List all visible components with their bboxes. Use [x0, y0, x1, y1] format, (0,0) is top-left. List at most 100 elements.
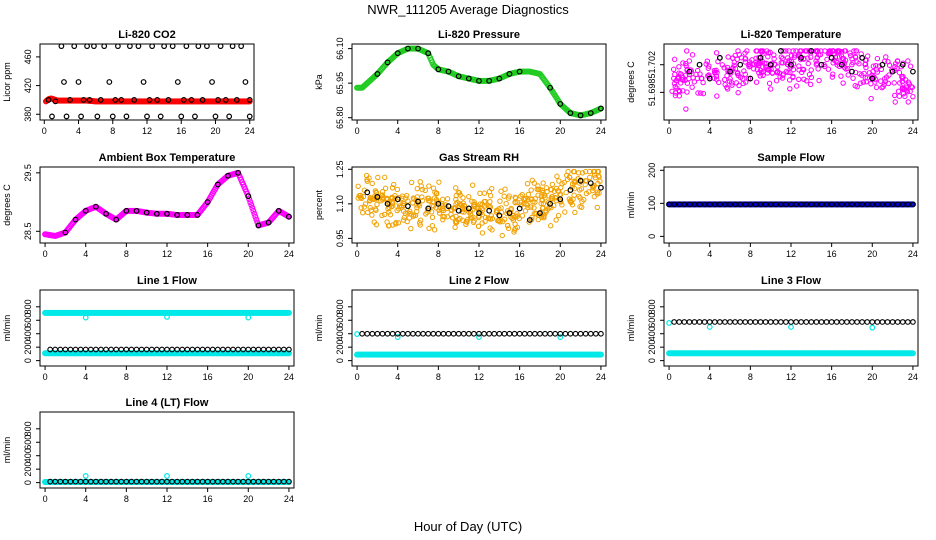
data-point [407, 211, 413, 217]
data-point [595, 173, 602, 179]
data-point [369, 212, 375, 218]
data-point [767, 61, 774, 68]
data-point [769, 60, 775, 67]
data-point [555, 212, 562, 219]
data-point [690, 75, 696, 81]
data-point [477, 190, 483, 197]
x-tick-label: 12 [162, 494, 172, 504]
data-point [435, 330, 442, 337]
x-tick-label: 24 [908, 249, 918, 259]
data-point [900, 85, 906, 92]
data-point [565, 168, 571, 175]
y-tick-label: 1.25 [335, 161, 345, 179]
panel-ylabel: percent [314, 189, 324, 220]
data-point [587, 174, 593, 181]
data-point [874, 55, 881, 62]
data-point [587, 180, 594, 187]
data-point [743, 79, 749, 85]
data-point [460, 195, 466, 201]
data-point [444, 196, 451, 202]
panel-title: Line 3 Flow [761, 275, 821, 287]
data-point [465, 330, 472, 337]
data-point [84, 44, 90, 50]
data-point [543, 185, 550, 191]
y-tick-label: 600 [647, 313, 657, 328]
data-point [905, 58, 911, 64]
data-point [482, 218, 488, 225]
y-tick-label: 400 [647, 326, 657, 341]
data-point [436, 179, 442, 185]
data-point [762, 319, 769, 325]
data-point [476, 77, 482, 84]
data-point [436, 210, 443, 216]
data-point [686, 68, 693, 75]
data-point [539, 197, 546, 204]
y-tick-label: 28.5 [23, 223, 33, 241]
data-point [780, 60, 786, 66]
data-point [367, 205, 373, 211]
data-point [486, 207, 493, 214]
x-tick-label: 24 [908, 372, 918, 382]
panel-ylabel: ml/min [2, 437, 12, 464]
series-4 [47, 346, 292, 353]
data-point [818, 319, 825, 325]
data-point [131, 97, 138, 103]
data-point [880, 84, 886, 90]
data-point [586, 168, 593, 175]
x-tick-label: 4 [707, 372, 712, 382]
data-point [594, 204, 601, 211]
data-point [735, 72, 741, 79]
data-point [403, 195, 409, 201]
data-point [251, 210, 258, 217]
data-point [727, 319, 733, 325]
y-tick-label: 0 [23, 358, 33, 363]
data-point [109, 113, 116, 120]
data-point [879, 319, 886, 325]
panel-ylabel: ml/min [626, 315, 636, 342]
y-tick-label: 380 [23, 107, 33, 122]
data-point [779, 75, 786, 81]
series-1 [666, 350, 916, 357]
data-point [247, 199, 254, 206]
data-point [506, 330, 513, 337]
data-point [422, 187, 428, 194]
x-tick-label: 24 [596, 249, 606, 259]
data-point [689, 52, 696, 58]
data-point [773, 78, 780, 84]
data-point [563, 189, 569, 196]
data-point [557, 334, 564, 340]
data-point [594, 189, 601, 195]
data-point [359, 330, 366, 337]
x-tick-label: 20 [867, 372, 877, 382]
data-point [854, 319, 860, 325]
data-point [425, 330, 432, 337]
data-point [390, 181, 397, 188]
data-point [498, 205, 504, 211]
data-point [742, 71, 748, 77]
data-point [71, 44, 78, 50]
data-point [82, 314, 89, 321]
data-point [395, 220, 402, 226]
y-tick-label: 0.95 [335, 230, 345, 248]
panel-marks [666, 201, 916, 208]
data-point [767, 319, 774, 325]
data-point [696, 61, 703, 68]
x-tick-label: 20 [243, 372, 253, 382]
data-point [358, 205, 364, 211]
panel-title: Li-820 Pressure [438, 29, 520, 41]
data-point [453, 185, 459, 191]
data-point [671, 80, 678, 87]
series-1 [42, 309, 292, 316]
data-point [382, 174, 388, 181]
data-point [695, 90, 701, 96]
y-tick-label: 200 [23, 340, 33, 355]
data-point [94, 113, 101, 120]
data-point [518, 193, 524, 199]
data-point [587, 110, 594, 116]
data-point [425, 195, 431, 201]
data-point [199, 97, 206, 103]
data-point [813, 48, 820, 54]
data-point [416, 201, 422, 207]
data-point [670, 66, 677, 73]
series-2 [42, 472, 252, 485]
